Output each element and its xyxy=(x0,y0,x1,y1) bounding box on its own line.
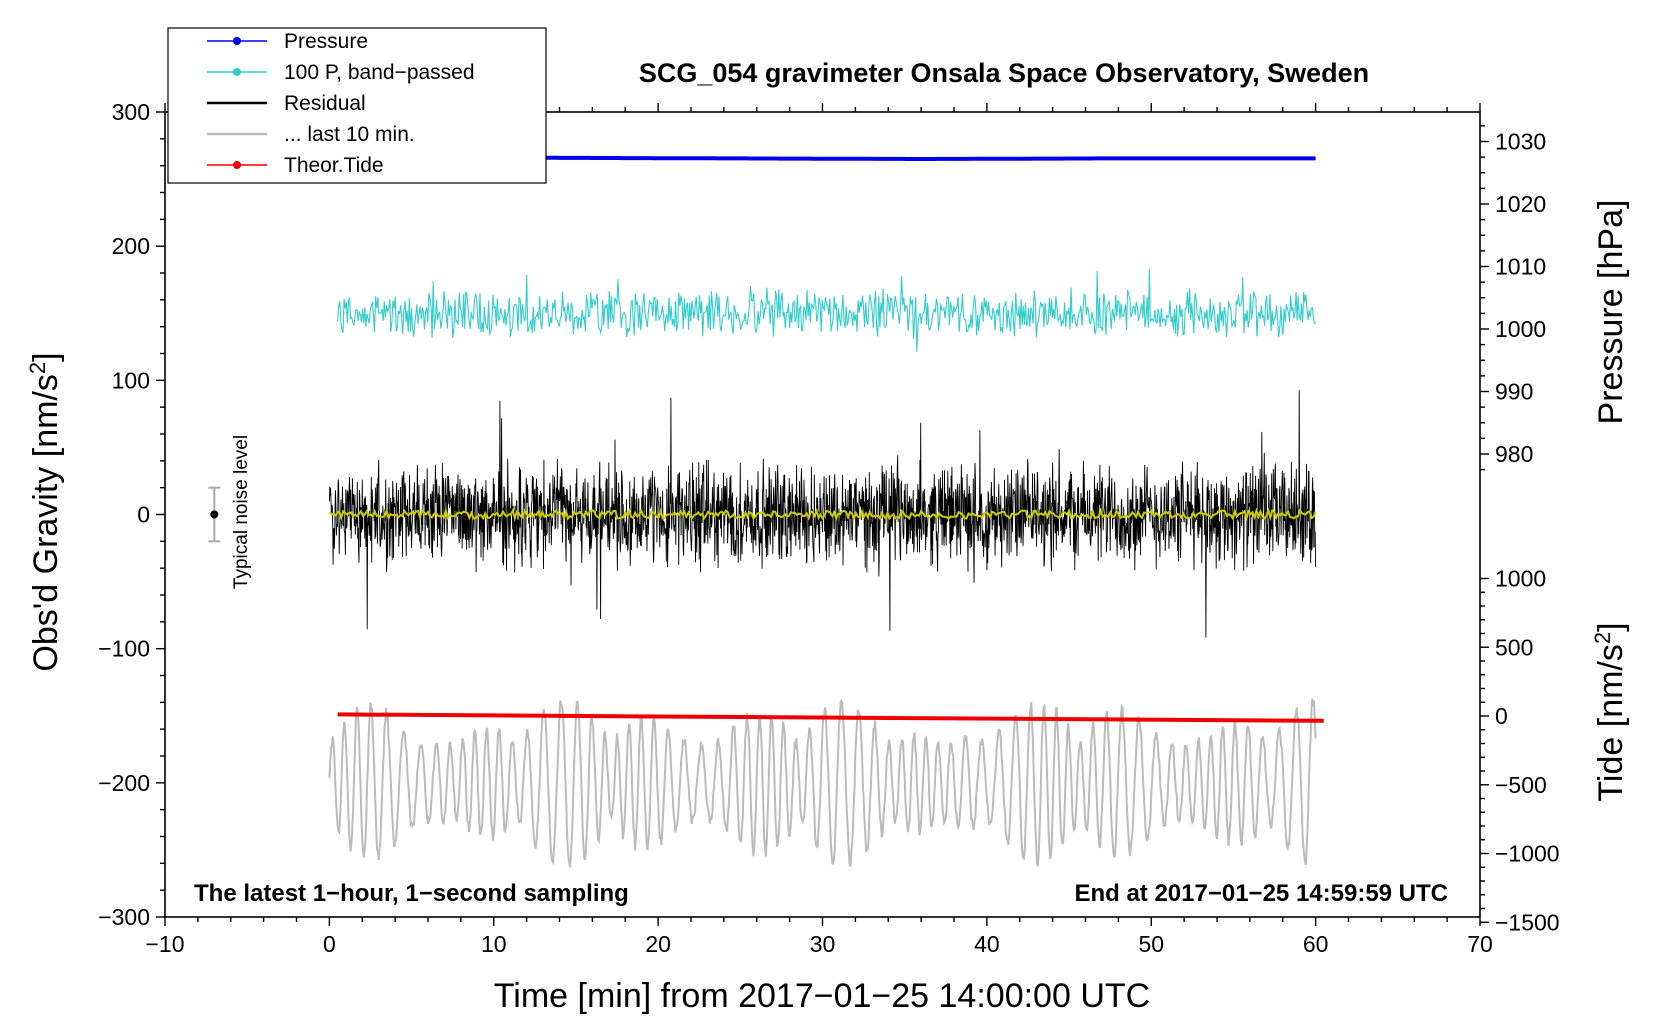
series-theor-tide xyxy=(337,712,1324,723)
legend-label: Pressure xyxy=(284,30,368,53)
pressure-tick-label: 990 xyxy=(1495,379,1533,405)
series-last-10-min xyxy=(328,698,1317,868)
legend-marker xyxy=(233,68,241,76)
x-tick-label: 20 xyxy=(645,931,671,957)
legend-label: Theor.Tide xyxy=(284,154,384,177)
x-tick-label: −10 xyxy=(145,931,184,957)
series-band-passed xyxy=(337,269,1316,352)
pressure-tick-label: 1030 xyxy=(1495,129,1546,155)
x-tick-label: 10 xyxy=(481,931,507,957)
noise-level-indicator xyxy=(208,486,221,543)
y-tick-label: 300 xyxy=(112,99,150,125)
chart-title: SCG_054 gravimeter Onsala Space Observat… xyxy=(639,58,1369,88)
legend-box xyxy=(167,27,547,184)
pressure-tick-label: 1020 xyxy=(1495,191,1546,217)
y-axis-pressure: 980 990 1000 1010 1020 1030 xyxy=(1480,125,1546,471)
y-tick-label: 100 xyxy=(112,367,150,393)
x-axis-title: Time [min] from 2017−01−25 14:00:00 UTC xyxy=(494,977,1150,1015)
y-axis-pressure-title: Pressure [hPa] xyxy=(1592,200,1630,425)
y-tick-label: −300 xyxy=(98,904,150,930)
y-tick-label: −200 xyxy=(98,770,150,796)
legend: Pressure 100 P, band−passed Residual ... la… xyxy=(167,27,547,184)
y-tick-label: 200 xyxy=(112,233,150,259)
legend-label: ... last 10 min. xyxy=(284,123,415,146)
legend-marker xyxy=(233,161,241,169)
pressure-tick-label: 1010 xyxy=(1495,254,1546,280)
tide-tick-label: 1000 xyxy=(1495,566,1546,592)
x-tick-label: 70 xyxy=(1467,931,1493,957)
series-group xyxy=(328,155,1324,868)
legend-marker xyxy=(233,37,241,45)
tide-tick-label: −500 xyxy=(1495,772,1547,798)
tide-tick-label: −1000 xyxy=(1495,841,1560,867)
legend-label: Residual xyxy=(284,92,366,115)
y-axis-left: −300 −200 −100 0 100 200 300 xyxy=(98,99,165,930)
tide-tick-label: 500 xyxy=(1495,634,1533,660)
pressure-tick-label: 980 xyxy=(1495,441,1533,467)
annotation-sampling: The latest 1−hour, 1−second sampling xyxy=(194,880,629,907)
x-tick-label: 50 xyxy=(1138,931,1164,957)
x-tick-label: 60 xyxy=(1303,931,1329,957)
x-axis: −10 0 10 20 30 40 50 60 70 xyxy=(145,103,1493,957)
series-residual-smoothed xyxy=(328,506,1317,522)
x-tick-label: 0 xyxy=(323,931,336,957)
pressure-tick-label: 1000 xyxy=(1495,316,1546,342)
y-axis-tide-title: Tide [nm/s2] xyxy=(1590,622,1630,801)
noise-center-dot xyxy=(210,510,219,519)
y-axis-left-title: Obs'd Gravity [nm/s2] xyxy=(25,352,65,671)
legend-label: 100 P, band−passed xyxy=(284,61,475,84)
y-tick-label: 0 xyxy=(137,502,150,528)
x-tick-label: 40 xyxy=(974,931,1000,957)
tide-tick-label: 0 xyxy=(1495,703,1508,729)
annotation-end-time: End at 2017−01−25 14:59:59 UTC xyxy=(1074,880,1448,907)
noise-level-label: Typical noise level xyxy=(231,435,252,589)
tide-tick-label: −1500 xyxy=(1495,909,1560,935)
y-tick-label: −100 xyxy=(98,636,150,662)
x-tick-label: 30 xyxy=(810,931,836,957)
series-residual xyxy=(328,390,1317,638)
y-axis-tide: −1500 −1000 −500 0 500 1000 xyxy=(1480,566,1560,935)
